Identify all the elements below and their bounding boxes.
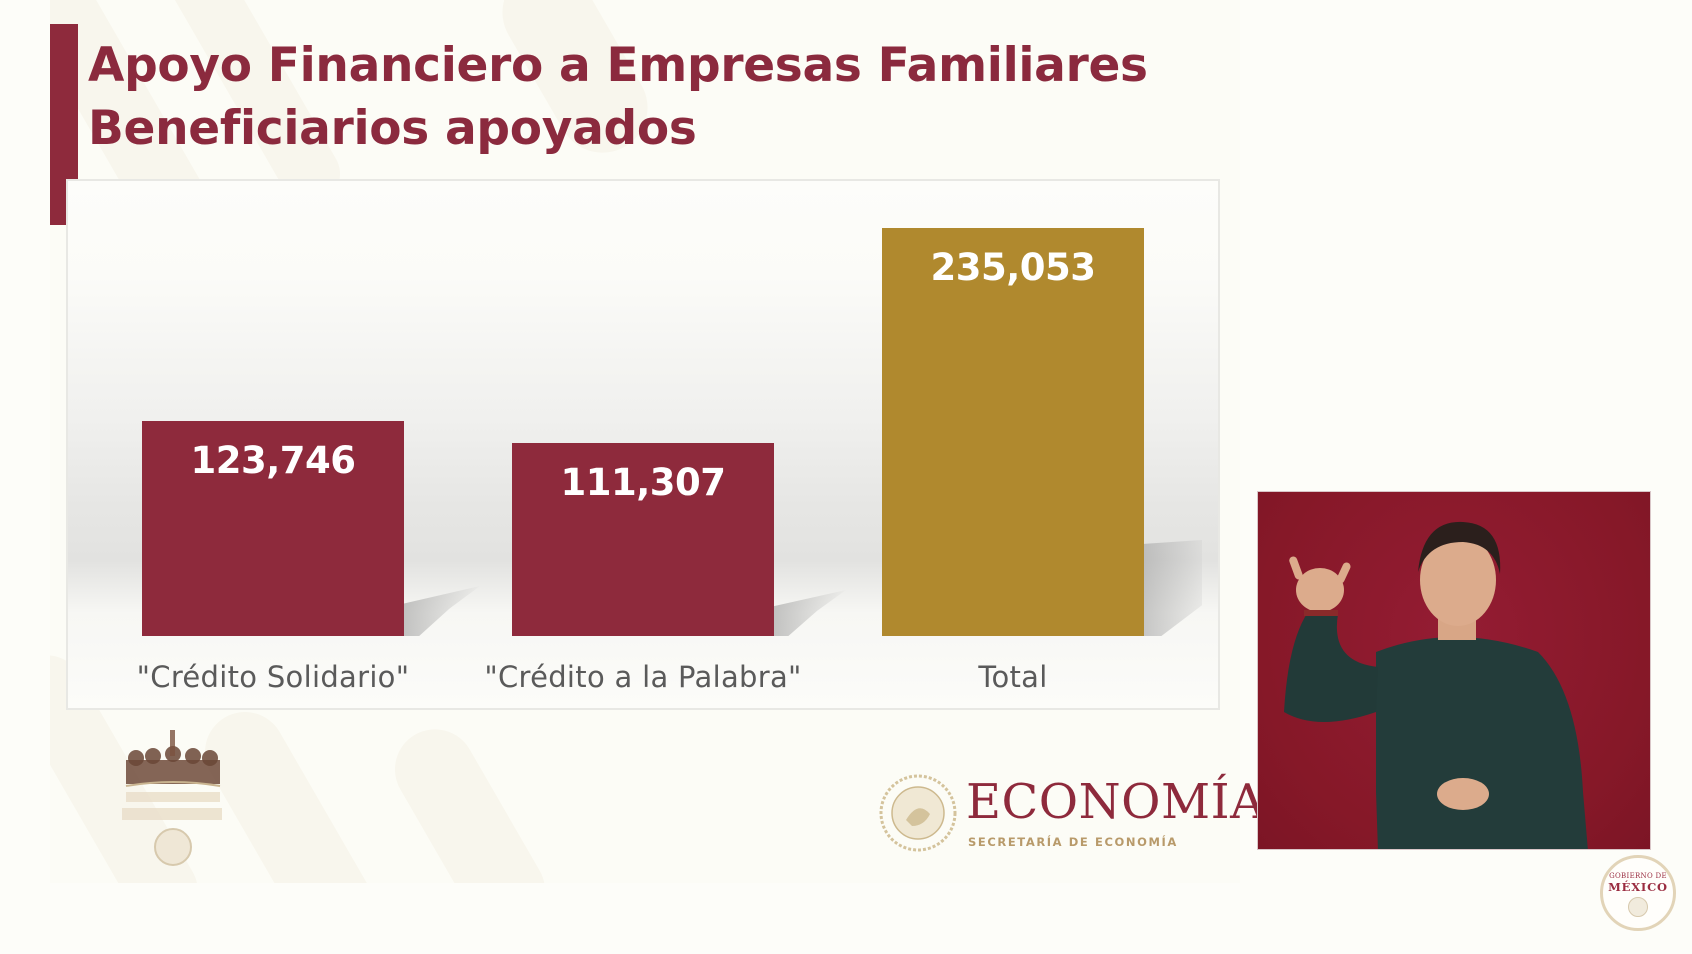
category-label: Total (978, 660, 1048, 694)
title-line-2: Beneficiarios apoyados (88, 101, 697, 156)
historia-mexico-emblem-icon (118, 730, 228, 870)
category-label: "Crédito Solidario" (136, 660, 410, 694)
title-line-1: Apoyo Financiero a Empresas Familiares (88, 38, 1148, 93)
national-seal-icon (879, 774, 957, 852)
gobierno-badge-main-text: MÉXICO (1608, 880, 1668, 894)
sign-language-interpreter-video (1257, 491, 1651, 850)
economia-subtitle: SECRETARÍA DE ECONOMÍA (968, 835, 1178, 849)
gobierno-mexico-badge-icon: GOBIERNO DE MÉXICO (1600, 855, 1676, 931)
bar-value-label: 111,307 (560, 461, 726, 504)
bar-value-label: 235,053 (930, 246, 1096, 289)
bar-credito-palabra: 111,307 (512, 443, 774, 636)
interpreter-figure (1284, 521, 1588, 849)
watermark-stroke (380, 714, 560, 883)
slide-title: Apoyo Financiero a Empresas Familiares B… (88, 34, 1148, 160)
economia-logo: ECONOMÍA SECRETARÍA DE ECONOMÍA (878, 770, 1265, 860)
national-seal-icon (1628, 897, 1648, 917)
bar-value-label: 123,746 (190, 439, 356, 482)
gobierno-badge-top-text: GOBIERNO DE (1609, 872, 1667, 880)
bar-credito-solidario: 123,746 (142, 421, 404, 636)
economia-wordmark: ECONOMÍA (966, 774, 1266, 830)
category-label: "Crédito a la Palabra" (484, 660, 802, 694)
bar-total: 235,053 (882, 228, 1144, 636)
